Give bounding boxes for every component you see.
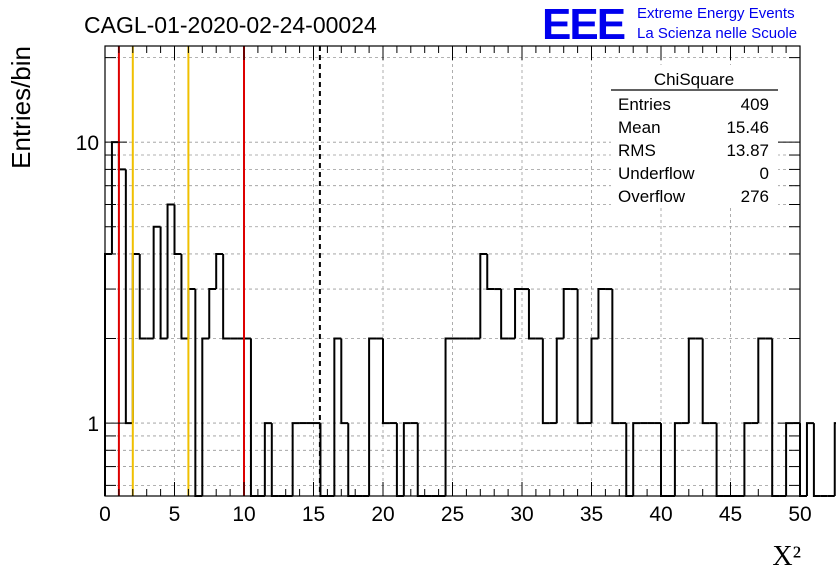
histogram-bin	[124, 169, 133, 425]
reference-lines	[117, 46, 321, 496]
x-tick-label: 35	[580, 503, 603, 526]
y-tick-label: 10	[76, 132, 99, 155]
grid	[105, 46, 800, 496]
histogram-bin	[514, 288, 522, 339]
x-tick-label: 10	[232, 503, 255, 526]
stats-label: Mean	[618, 118, 661, 137]
x-tick-label: 0	[99, 503, 111, 526]
histogram-bin	[117, 142, 126, 171]
axis-ticks: 0 5 10 15 20 25 30 35 40 45 50 1 10	[76, 46, 812, 526]
logo-line1: Extreme Energy Events	[637, 5, 795, 22]
histogram-bin	[701, 338, 710, 425]
x-tick-label: 20	[371, 503, 394, 526]
histogram-bin	[611, 289, 620, 425]
histogram-bin	[187, 288, 196, 339]
histogram-bin	[632, 422, 641, 496]
histogram-bin	[562, 288, 571, 339]
x-tick-label: 50	[788, 503, 811, 526]
histogram-bin	[486, 253, 495, 291]
histogram-bin	[555, 337, 564, 424]
stats-value: 409	[741, 95, 769, 114]
histogram-bin	[104, 252, 112, 496]
stats-label: Underflow	[618, 164, 695, 183]
x-tick-label: 30	[510, 503, 533, 526]
histogram-bin	[152, 225, 161, 339]
histogram-bin	[201, 337, 210, 496]
histogram-bin	[263, 422, 272, 496]
y-tick-label: 1	[87, 413, 99, 436]
eee-logo: EEE	[542, 0, 625, 49]
histogram-bin	[500, 289, 509, 340]
histogram-bin	[340, 338, 349, 425]
x-tick-label: 5	[169, 503, 181, 526]
histogram-bin	[757, 337, 766, 424]
stats-value: 0	[760, 164, 769, 183]
histogram-bin	[444, 337, 453, 496]
y-axis-label: Entries/bin	[6, 46, 36, 169]
histogram-bin	[805, 422, 814, 496]
histogram-bin	[249, 338, 258, 497]
histogram-bin	[812, 423, 821, 497]
stats-title: ChiSquare	[654, 70, 734, 89]
histogram-bin	[576, 289, 585, 425]
histogram-bin	[291, 422, 300, 496]
histogram-bin	[743, 422, 752, 496]
histogram-bin	[173, 204, 182, 255]
x-axis-label: X²	[772, 541, 801, 572]
histogram-bin	[382, 338, 390, 425]
histogram-bin	[479, 252, 488, 339]
histogram-bin	[771, 338, 780, 497]
logo-line2: La Scienza nelle Scuole	[637, 25, 797, 42]
histogram-bin	[597, 288, 606, 339]
stats-box: ChiSquare Entries 409 Mean 15.46 RMS 13.…	[611, 65, 778, 208]
histogram-bin	[527, 289, 536, 340]
x-tick-label: 15	[302, 503, 325, 526]
histogram-bin	[166, 203, 175, 339]
histogram-bin	[673, 422, 682, 496]
x-tick-label: 25	[441, 503, 464, 526]
x-tick-label: 45	[719, 503, 742, 526]
histogram-bin	[368, 337, 377, 496]
histogram-bin	[687, 337, 696, 424]
histogram-bin	[833, 422, 836, 496]
histogram-bin	[215, 252, 224, 290]
histogram-bin	[222, 253, 231, 340]
chart-title: CAGL-01-2020-02-24-00024	[84, 12, 377, 38]
histogram-bin	[180, 253, 189, 340]
histogram-bin	[138, 253, 147, 340]
histogram-bin	[110, 141, 119, 254]
stats-value: 13.87	[726, 141, 769, 160]
histogram-bin	[541, 338, 550, 425]
stats-value: 15.46	[726, 118, 769, 137]
histogram-bin	[402, 422, 411, 496]
histogram-bin	[799, 423, 807, 497]
x-tick-label: 40	[649, 503, 672, 526]
stats-value: 276	[741, 187, 769, 206]
histogram-bin	[333, 337, 342, 496]
stats-label: Entries	[618, 95, 671, 114]
histogram-bin	[194, 289, 203, 497]
stats-label: RMS	[618, 141, 656, 160]
histogram-bin	[159, 226, 168, 340]
histogram-bin	[590, 337, 599, 424]
stats-label: Overflow	[618, 187, 686, 206]
histogram-bin	[208, 288, 217, 339]
